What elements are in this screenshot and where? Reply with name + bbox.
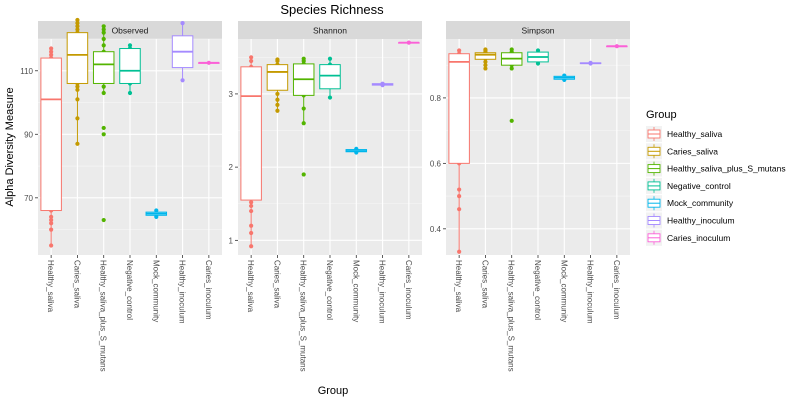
x-tick-label: Caries_inoculum bbox=[204, 260, 213, 320]
y-tick-label: 0.8 bbox=[430, 94, 442, 103]
chart-title: Species Richness bbox=[280, 2, 384, 17]
legend-entry: Healthy_inoculum bbox=[646, 212, 735, 229]
x-tick-label: Mock_community bbox=[351, 260, 360, 322]
box-negative-control bbox=[119, 43, 141, 96]
y-tick-label: 90 bbox=[24, 130, 33, 139]
box-healthy-saliva bbox=[240, 55, 262, 249]
data-point bbox=[509, 118, 514, 123]
box-healthy-saliva-plus-s-mutans bbox=[292, 56, 315, 177]
x-tick-label: Negative_control bbox=[325, 260, 334, 320]
legend-entry: Mock_community bbox=[646, 195, 734, 212]
y-tick-label: 0.4 bbox=[430, 225, 442, 234]
box-caries-saliva bbox=[474, 47, 497, 71]
box-negative-control bbox=[527, 48, 549, 66]
box-mock-community bbox=[145, 208, 168, 219]
x-tick-label: Healthy_saliva_plus_S_mutans bbox=[299, 260, 308, 372]
x-tick-label: Mock_community bbox=[151, 260, 160, 322]
x-tick-label: Healthy_inoculum bbox=[178, 260, 187, 324]
y-tick-label: 110 bbox=[20, 67, 33, 76]
box-mock-community bbox=[345, 146, 368, 155]
box-mock-community bbox=[553, 73, 576, 83]
box-iqr bbox=[448, 53, 470, 164]
legend-label: Caries_inoculum bbox=[667, 233, 730, 243]
x-tick-label: Healthy_saliva_plus_S_mutans bbox=[507, 260, 516, 372]
x-tick-label: Healthy_saliva_plus_S_mutans bbox=[99, 260, 108, 372]
panel-observed: Observed 70 90 110 Healthy_saliva Caries_sali… bbox=[20, 17, 222, 372]
strip-label: Simpson bbox=[521, 26, 554, 36]
legend-entry: Healthy_saliva bbox=[646, 126, 723, 142]
strip-label: Observed bbox=[112, 26, 149, 36]
data-point bbox=[301, 172, 306, 177]
strip-background bbox=[238, 21, 422, 39]
legend-entry: Negative_control bbox=[646, 177, 731, 194]
strip-background bbox=[446, 21, 630, 39]
y-tick-label: 3 bbox=[229, 90, 234, 99]
legend: Group Healthy_saliva Caries_saliva Healthy… bbox=[646, 109, 786, 246]
x-tick-label: Healthy_saliva bbox=[46, 260, 55, 313]
box-healthy-saliva-plus-s-mutans bbox=[92, 24, 115, 223]
legend-label: Caries_saliva bbox=[667, 146, 718, 156]
x-tick-label: Healthy_inoculum bbox=[378, 260, 387, 324]
legend-label: Mock_community bbox=[667, 198, 734, 208]
panel-shannon: Shannon 1 2 3 Healthy_saliva Caries_saliva Hea… bbox=[229, 21, 422, 372]
legend-entry: Healthy_saliva_plus_S_mutans bbox=[646, 160, 786, 177]
x-tick-label: Caries_inoculum bbox=[612, 260, 621, 320]
legend-label: Healthy_saliva bbox=[667, 129, 723, 139]
legend-entry: Caries_inoculum bbox=[646, 229, 730, 246]
box-negative-control bbox=[319, 56, 341, 100]
facet-panels: Observed 70 90 110 Healthy_saliva Caries_sali… bbox=[20, 17, 630, 372]
data-point bbox=[101, 217, 106, 223]
box-healthy-inoculum bbox=[579, 60, 602, 66]
data-point bbox=[101, 125, 106, 131]
box-iqr bbox=[40, 57, 62, 212]
box-healthy-saliva bbox=[40, 46, 62, 248]
box-iqr bbox=[66, 32, 89, 84]
panel-simpson: Simpson 0.4 0.6 0.8 Healthy_saliva Caries_sal… bbox=[430, 21, 630, 372]
box-healthy-inoculum bbox=[371, 81, 394, 88]
x-tick-label: Caries_saliva bbox=[480, 260, 489, 309]
y-axis-title: Alpha Diversity Measure bbox=[4, 87, 16, 206]
x-tick-label: Negative_control bbox=[125, 260, 134, 320]
legend-label: Healthy_inoculum bbox=[667, 216, 735, 226]
box-caries-saliva bbox=[266, 57, 289, 113]
x-tick-label: Caries_saliva bbox=[272, 260, 281, 309]
x-tick-label: Healthy_inoculum bbox=[586, 260, 595, 324]
legend-label: Healthy_saliva_plus_S_mutans bbox=[667, 164, 786, 174]
box-caries-saliva bbox=[66, 17, 89, 146]
box-iqr bbox=[474, 52, 497, 60]
y-tick-label: 1 bbox=[229, 236, 234, 245]
box-caries-inoculum bbox=[198, 60, 220, 65]
box-healthy-saliva bbox=[448, 48, 470, 254]
legend-title: Group bbox=[646, 109, 677, 121]
box-iqr bbox=[92, 51, 115, 84]
legend-entry: Caries_saliva bbox=[646, 143, 718, 160]
data-point bbox=[101, 132, 106, 137]
box-iqr bbox=[240, 66, 262, 201]
box-healthy-inoculum bbox=[171, 21, 194, 83]
box-caries-inoculum bbox=[398, 40, 420, 45]
x-tick-label: Caries_saliva bbox=[72, 260, 81, 309]
box-iqr bbox=[266, 64, 289, 91]
x-tick-label: Healthy_saliva bbox=[454, 260, 463, 313]
y-tick-label: 70 bbox=[24, 194, 33, 203]
box-caries-inoculum bbox=[606, 44, 628, 49]
y-tick-label: 0.6 bbox=[430, 159, 442, 168]
x-tick-label: Healthy_saliva bbox=[246, 260, 255, 313]
x-axis-title: Group bbox=[318, 385, 349, 397]
box-iqr bbox=[119, 48, 141, 84]
x-tick-label: Mock_community bbox=[559, 260, 568, 322]
y-tick-label: 2 bbox=[229, 163, 234, 172]
legend-label: Negative_control bbox=[667, 181, 731, 191]
x-tick-label: Caries_inoculum bbox=[404, 260, 413, 320]
box-iqr bbox=[319, 64, 341, 90]
x-tick-label: Negative_control bbox=[533, 260, 542, 320]
strip-label: Shannon bbox=[313, 26, 347, 36]
box-healthy-saliva-plus-s-mutans bbox=[500, 47, 523, 123]
